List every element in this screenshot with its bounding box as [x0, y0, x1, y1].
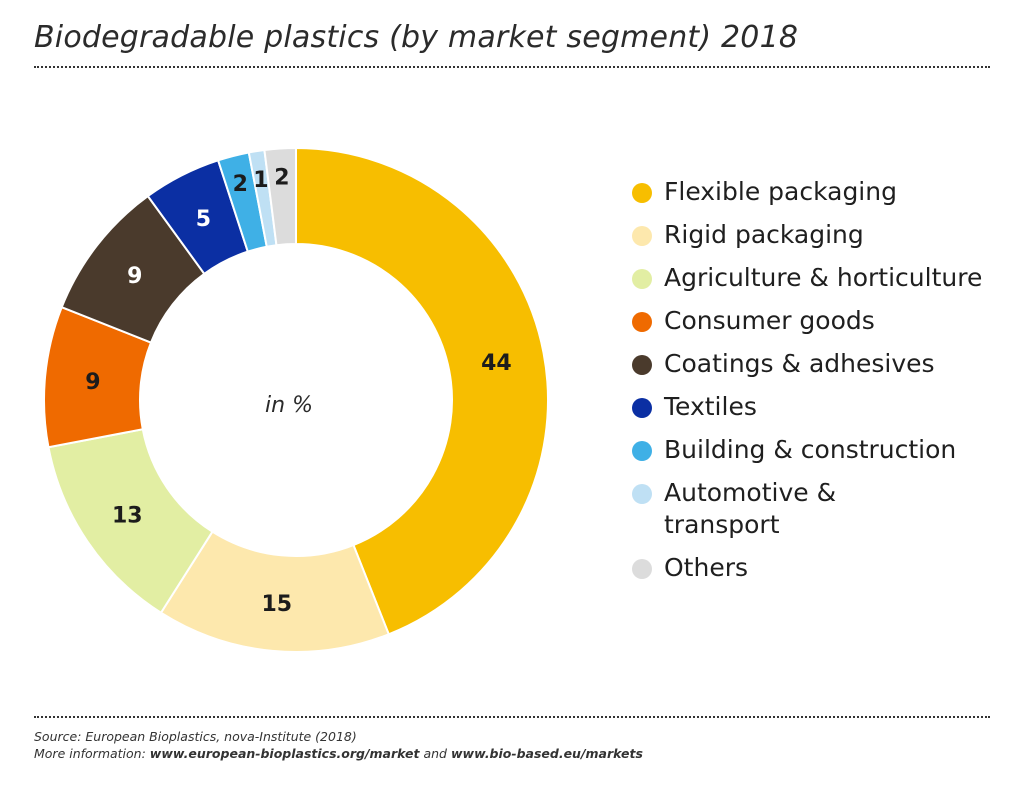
bottom-dotted-divider — [34, 716, 990, 718]
legend-label: Others — [664, 553, 749, 582]
more-info-line: More information: www.european-bioplasti… — [34, 745, 643, 762]
legend-label: Consumer goods — [664, 306, 875, 335]
legend-swatch — [632, 269, 652, 289]
legend-swatch — [632, 441, 652, 461]
chart-title: Biodegradable plastics (by market segmen… — [34, 20, 799, 55]
legend-swatch — [632, 398, 652, 418]
legend-swatch — [632, 312, 652, 332]
value-label-others: 2 — [274, 165, 289, 190]
value-label-flexible-packaging: 44 — [481, 351, 512, 376]
chart-legend: Flexible packaging Rigid packaging Agricul… — [632, 176, 1012, 595]
legend-item-building-and-construction: Building & construction — [632, 434, 1012, 466]
legend-swatch — [632, 226, 652, 246]
value-label-rigid-packaging: 15 — [261, 592, 292, 617]
slice-others — [263, 146, 297, 247]
legend-item-coatings-and-adhesives: Coatings & adhesives — [632, 348, 1012, 380]
legend-label: Coatings & adhesives — [664, 349, 935, 378]
value-label-building-and-construction: 2 — [233, 172, 248, 197]
european-bioplastics-link[interactable]: www.european-bioplastics.org/market — [149, 746, 420, 761]
and-text: and — [423, 746, 447, 761]
legend-item-consumer-goods: Consumer goods — [632, 305, 1012, 337]
source-note: Source: European Bioplastics, nova-Insti… — [34, 729, 357, 744]
value-label-textiles: 5 — [196, 207, 211, 232]
slice-flexible-packaging — [295, 146, 549, 636]
footer: Source: European Bioplastics, nova-Insti… — [34, 728, 643, 762]
top-dotted-divider — [34, 66, 990, 68]
legend-item-others: Others — [632, 552, 1012, 584]
more-info-prefix: More information: — [34, 746, 146, 761]
legend-item-automotive-and-transport: Automotive & transport — [632, 477, 1012, 541]
legend-label: Textiles — [664, 392, 757, 421]
legend-label: Rigid packaging — [664, 220, 864, 249]
legend-label: Automotive & transport — [664, 478, 837, 539]
value-label-consumer-goods: 9 — [85, 370, 100, 395]
legend-label: Agriculture & horticulture — [664, 263, 983, 292]
bio-based-link[interactable]: www.bio-based.eu/markets — [450, 746, 643, 761]
legend-swatch — [632, 355, 652, 375]
center-unit-label: in % — [265, 393, 313, 418]
value-label-agriculture-and-horticulture: 13 — [112, 504, 143, 529]
legend-swatch — [632, 484, 652, 504]
legend-item-textiles: Textiles — [632, 391, 1012, 423]
legend-item-agriculture-and-horticulture: Agriculture & horticulture — [632, 262, 1012, 294]
donut-slices — [43, 146, 549, 653]
legend-label: Building & construction — [664, 435, 957, 464]
legend-swatch — [632, 183, 652, 203]
value-label-automotive-and-transport: 1 — [253, 168, 268, 193]
value-label-coatings-and-adhesives: 9 — [127, 264, 142, 289]
legend-label: Flexible packaging — [664, 177, 897, 206]
legend-swatch — [632, 559, 652, 579]
legend-item-rigid-packaging: Rigid packaging — [632, 219, 1012, 251]
legend-item-flexible-packaging: Flexible packaging — [632, 176, 1012, 208]
